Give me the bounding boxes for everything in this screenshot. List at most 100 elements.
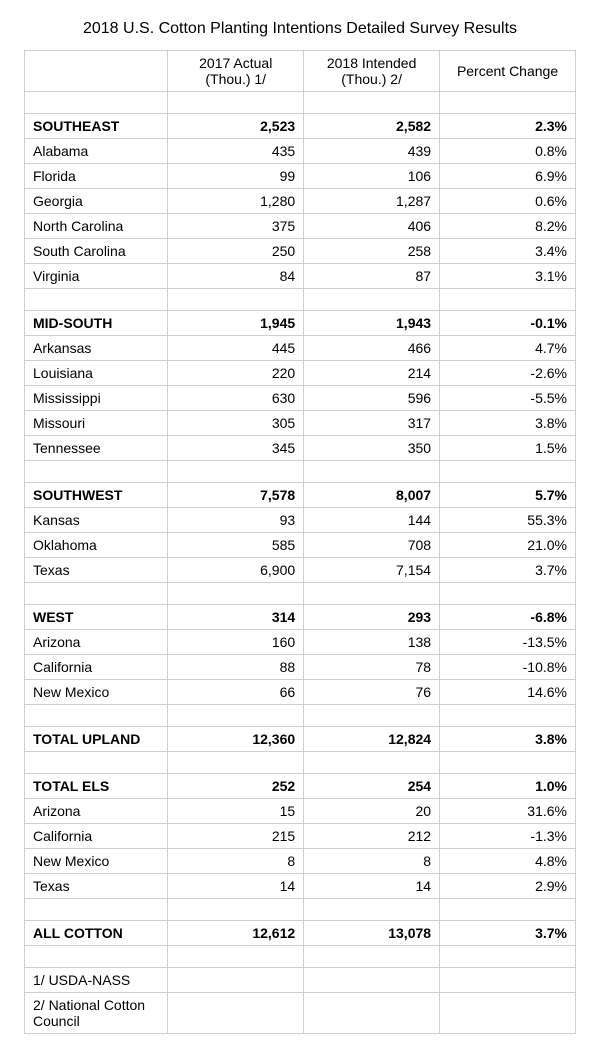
row-label: MID-SOUTH: [25, 311, 168, 336]
row-v3: -1.3%: [440, 824, 576, 849]
row-v2: 293: [304, 605, 440, 630]
row-v1: 15: [168, 799, 304, 824]
row-v3: 1.5%: [440, 436, 576, 461]
row-v3: 21.0%: [440, 533, 576, 558]
row-v2: 439: [304, 139, 440, 164]
row-label: Tennessee: [25, 436, 168, 461]
total-els-header: TOTAL ELS2522541.0%: [25, 774, 576, 799]
row-label: Arkansas: [25, 336, 168, 361]
header-row: 2017 Actual (Thou.) 1/ 2018 Intended (Th…: [25, 51, 576, 92]
row-v1: 99: [168, 164, 304, 189]
table-row: Mississippi630596-5.5%: [25, 386, 576, 411]
row-v1: 93: [168, 508, 304, 533]
row-v2: 708: [304, 533, 440, 558]
row-v3: 3.7%: [440, 921, 576, 946]
row-label: California: [25, 655, 168, 680]
row-label: SOUTHWEST: [25, 483, 168, 508]
row-v3: 3.4%: [440, 239, 576, 264]
row-label: Missouri: [25, 411, 168, 436]
row-v2: 8,007: [304, 483, 440, 508]
row-label: TOTAL UPLAND: [25, 727, 168, 752]
row-v3: 55.3%: [440, 508, 576, 533]
row-v2: 1,287: [304, 189, 440, 214]
row-v2: 350: [304, 436, 440, 461]
footnote-row: 2/ National Cotton Council: [25, 993, 576, 1034]
empty-row: [25, 946, 576, 968]
row-v1: 435: [168, 139, 304, 164]
row-v1: 84: [168, 264, 304, 289]
row-v2: 466: [304, 336, 440, 361]
empty-row: [25, 461, 576, 483]
section-header: MID-SOUTH1,9451,943-0.1%: [25, 311, 576, 336]
header-c1: 2017 Actual (Thou.) 1/: [168, 51, 304, 92]
row-v1: 305: [168, 411, 304, 436]
row-v3: 31.6%: [440, 799, 576, 824]
row-v1: 375: [168, 214, 304, 239]
empty-row: [25, 92, 576, 114]
table-row: California8878-10.8%: [25, 655, 576, 680]
row-label: Florida: [25, 164, 168, 189]
row-v2: 12,824: [304, 727, 440, 752]
row-label: TOTAL ELS: [25, 774, 168, 799]
all-cotton-row: ALL COTTON12,61213,0783.7%: [25, 921, 576, 946]
row-v1: 88: [168, 655, 304, 680]
row-v2: 78: [304, 655, 440, 680]
empty-row: [25, 899, 576, 921]
row-v3: 6.9%: [440, 164, 576, 189]
row-v1: 12,612: [168, 921, 304, 946]
row-label: Georgia: [25, 189, 168, 214]
table-row: Florida991066.9%: [25, 164, 576, 189]
table-row: Kansas9314455.3%: [25, 508, 576, 533]
row-v1: 12,360: [168, 727, 304, 752]
footnote-row: 1/ USDA-NASS: [25, 968, 576, 993]
table-row: Arkansas4454664.7%: [25, 336, 576, 361]
row-v2: 13,078: [304, 921, 440, 946]
row-v2: 87: [304, 264, 440, 289]
row-label: Texas: [25, 874, 168, 899]
row-v1: 66: [168, 680, 304, 705]
data-table: 2017 Actual (Thou.) 1/ 2018 Intended (Th…: [24, 50, 576, 1034]
row-v3: 0.8%: [440, 139, 576, 164]
row-v2: 1,943: [304, 311, 440, 336]
row-v3: 3.7%: [440, 558, 576, 583]
row-v2: 258: [304, 239, 440, 264]
row-v1: 314: [168, 605, 304, 630]
table-row: Georgia1,2801,2870.6%: [25, 189, 576, 214]
row-v3: -13.5%: [440, 630, 576, 655]
header-c3: Percent Change: [440, 51, 576, 92]
empty-row: [25, 289, 576, 311]
row-v2: 406: [304, 214, 440, 239]
table-row: North Carolina3754068.2%: [25, 214, 576, 239]
row-v1: 630: [168, 386, 304, 411]
footnote-1: 1/ USDA-NASS: [25, 968, 168, 993]
row-v1: 1,280: [168, 189, 304, 214]
row-label: Arizona: [25, 799, 168, 824]
row-v1: 160: [168, 630, 304, 655]
section-header: WEST314293-6.8%: [25, 605, 576, 630]
row-label: Louisiana: [25, 361, 168, 386]
header-blank: [25, 51, 168, 92]
row-v3: 0.6%: [440, 189, 576, 214]
table-row: Alabama4354390.8%: [25, 139, 576, 164]
row-v3: 2.3%: [440, 114, 576, 139]
row-v1: 14: [168, 874, 304, 899]
table-row: New Mexico884.8%: [25, 849, 576, 874]
row-v1: 252: [168, 774, 304, 799]
row-v3: 3.8%: [440, 727, 576, 752]
table-row: Arizona160138-13.5%: [25, 630, 576, 655]
row-v1: 345: [168, 436, 304, 461]
row-v3: -10.8%: [440, 655, 576, 680]
table-row: Oklahoma58570821.0%: [25, 533, 576, 558]
footnote-2: 2/ National Cotton Council: [25, 993, 168, 1034]
row-v3: 14.6%: [440, 680, 576, 705]
row-v3: 8.2%: [440, 214, 576, 239]
row-label: New Mexico: [25, 680, 168, 705]
row-v3: -0.1%: [440, 311, 576, 336]
row-v3: -5.5%: [440, 386, 576, 411]
row-v2: 317: [304, 411, 440, 436]
section-header: SOUTHEAST2,5232,5822.3%: [25, 114, 576, 139]
row-label: Virginia: [25, 264, 168, 289]
row-v2: 7,154: [304, 558, 440, 583]
table-row: Louisiana220214-2.6%: [25, 361, 576, 386]
total-upland-row: TOTAL UPLAND12,36012,8243.8%: [25, 727, 576, 752]
